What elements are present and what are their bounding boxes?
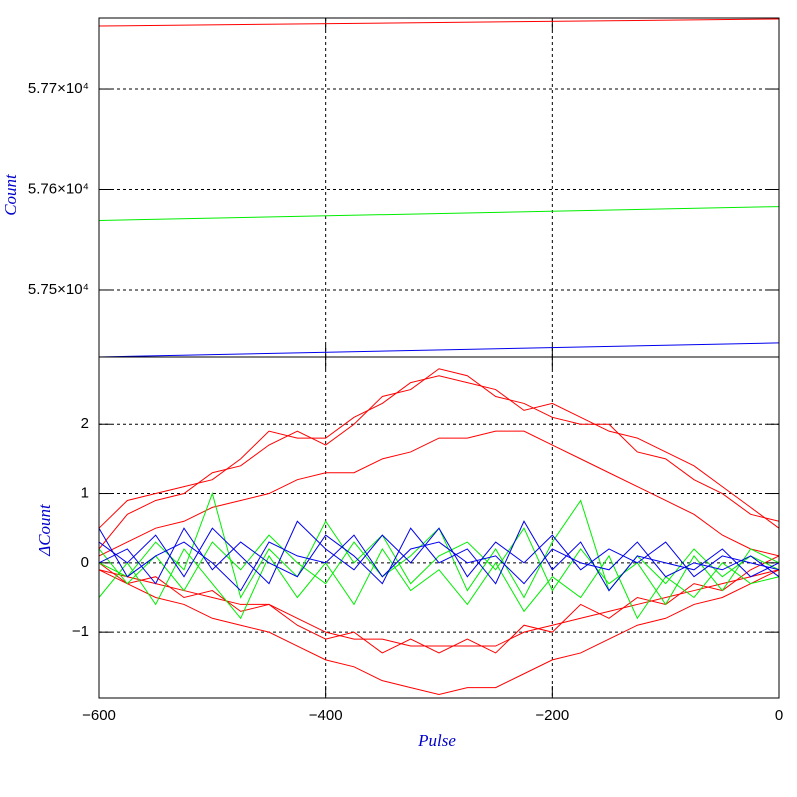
y-tick-label: 5.76×10⁴ — [28, 180, 89, 197]
y-tick-label: 5.75×10⁴ — [28, 281, 89, 298]
data-line — [98, 342, 780, 358]
x-axis-label: Pulse — [417, 731, 456, 750]
x-tick-label: −400 — [309, 707, 343, 724]
y-tick-label: 2 — [81, 415, 89, 432]
y-tick-label: −1 — [72, 623, 89, 640]
y-tick-label: 0 — [81, 554, 89, 571]
data-line — [98, 491, 780, 606]
data-line — [98, 520, 780, 585]
data-line — [98, 520, 780, 592]
data-line — [98, 375, 780, 529]
y-axis-label: Count — [1, 173, 20, 216]
data-line — [98, 430, 780, 557]
data-line — [98, 206, 780, 221]
x-tick-label: −200 — [535, 707, 569, 724]
x-tick-label: −600 — [82, 707, 116, 724]
data-line — [98, 499, 780, 599]
y-tick-label: 5.77×10⁴ — [28, 80, 89, 97]
y-axis-label: ΔCount — [35, 503, 54, 557]
plot-frame — [98, 17, 780, 358]
data-line — [98, 569, 780, 696]
data-line — [98, 569, 780, 647]
data-line — [98, 368, 780, 550]
plot-frame — [98, 356, 780, 699]
data-line — [98, 18, 780, 27]
x-tick-label: 0 — [775, 707, 783, 724]
data-line — [98, 548, 780, 620]
data-line — [98, 527, 780, 592]
y-tick-label: 1 — [81, 485, 89, 502]
